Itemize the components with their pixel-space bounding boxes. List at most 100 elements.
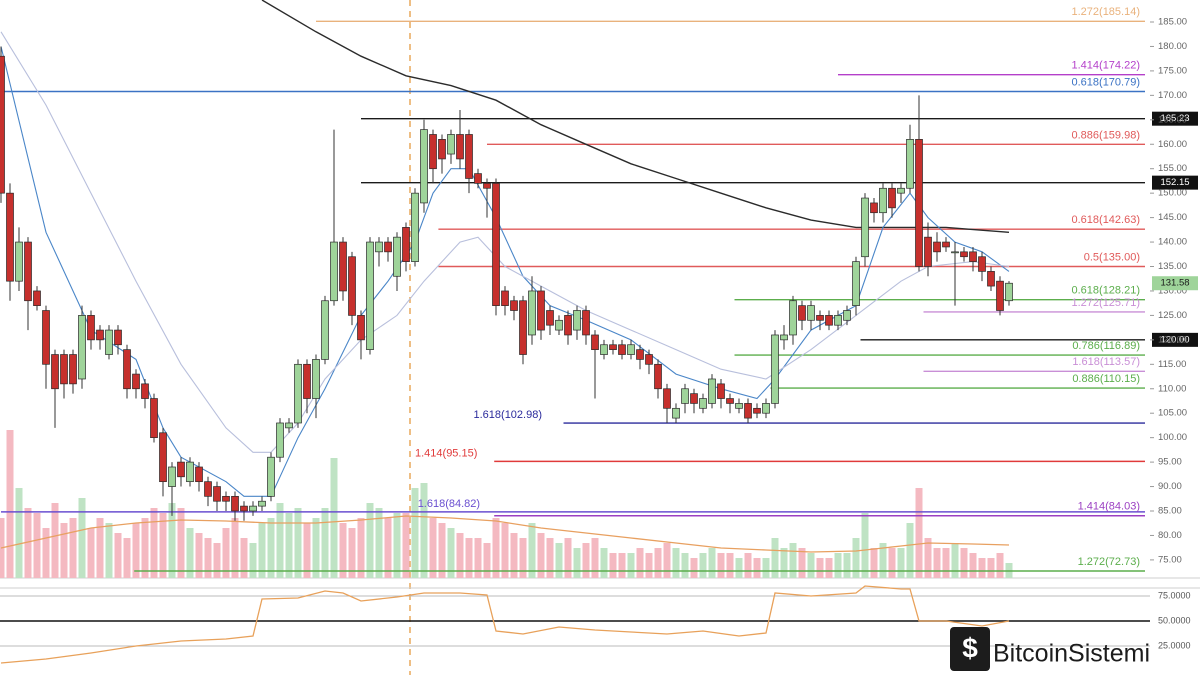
volume-bar — [42, 528, 50, 578]
y-tick-label: 120.00 — [1158, 334, 1187, 345]
volume-bar — [501, 523, 509, 578]
candle-body — [870, 202, 878, 214]
candle-body — [33, 290, 41, 306]
level-label: 0.786(116.89) — [1072, 340, 1140, 352]
candle-body — [348, 256, 356, 316]
candle-body — [294, 363, 302, 424]
volume-bar — [582, 543, 590, 578]
volume-bar — [960, 548, 968, 578]
candle-body — [384, 241, 392, 253]
volume-bar — [843, 553, 851, 578]
candle-body — [690, 393, 698, 404]
volume-bar — [780, 548, 788, 578]
volume-bar — [15, 488, 23, 578]
candle-body — [114, 329, 122, 346]
volume-bar — [609, 553, 617, 578]
rsi-tick-label: 50.0000 — [1158, 615, 1191, 625]
candle-body — [258, 500, 266, 507]
volume-bar — [186, 528, 194, 578]
candle-body — [915, 139, 923, 267]
candle-body — [753, 407, 761, 414]
price-box-label: 152.15 — [1160, 177, 1189, 188]
y-tick-label: 115.00 — [1158, 359, 1186, 370]
candle-body — [897, 187, 905, 194]
volume-bar — [708, 548, 716, 578]
volume-bar — [897, 548, 905, 578]
rsi-tick-label: 75.0000 — [1158, 590, 1191, 600]
candle-body — [177, 461, 185, 478]
level-label: 0.618(170.79) — [1072, 76, 1141, 88]
candle-body — [987, 271, 995, 287]
volume-bar — [105, 523, 113, 578]
candle-body — [69, 354, 77, 385]
volume-bar — [762, 558, 770, 578]
volume-bar — [438, 523, 446, 578]
candle-body — [204, 481, 212, 497]
volume-bar — [177, 508, 185, 578]
y-tick-label: 85.00 — [1158, 506, 1182, 517]
volume-bar — [96, 518, 104, 578]
volume-bar — [141, 518, 149, 578]
volume-bar — [60, 523, 68, 578]
candle-body — [339, 241, 347, 292]
candle-body — [672, 407, 680, 419]
volume-bar — [654, 548, 662, 578]
level-label: 1.618(84.82) — [418, 498, 480, 510]
y-tick-label: 185.00 — [1158, 17, 1187, 28]
candle-body — [78, 315, 86, 380]
volume-bar — [411, 488, 419, 578]
candle-body — [762, 403, 770, 414]
level-label: 0.618(128.21) — [1072, 285, 1141, 297]
volume-bar — [285, 513, 293, 578]
volume-bar — [564, 538, 572, 578]
price-box — [1152, 111, 1198, 126]
volume-bar — [888, 548, 896, 578]
volume-bar — [213, 543, 221, 578]
level-label: 1.414(84.03) — [1078, 501, 1140, 513]
candle-body — [429, 134, 437, 170]
volume-bar — [330, 458, 338, 578]
volume-bar — [402, 513, 410, 578]
candle-body — [600, 344, 608, 355]
level-label: 1.414(174.22) — [1072, 60, 1141, 72]
moving-average — [261, 0, 1010, 233]
candle-body — [789, 300, 797, 336]
volume-bar — [69, 518, 77, 578]
candle-body — [780, 334, 788, 341]
volume-bar — [294, 508, 302, 578]
volume-bar — [915, 488, 923, 578]
candle-body — [510, 300, 518, 311]
candle-body — [537, 290, 545, 331]
current-price-label: 131.58 — [1160, 278, 1189, 289]
candle-body — [573, 310, 581, 331]
volume-bar — [726, 553, 734, 578]
candle-body — [816, 315, 824, 321]
candle-body — [924, 236, 932, 267]
candle-body — [978, 256, 986, 272]
volume-bar — [375, 508, 383, 578]
volume-bar — [384, 518, 392, 578]
y-tick-label: 140.00 — [1158, 237, 1187, 248]
volume-bar — [537, 533, 545, 578]
y-tick-label: 170.00 — [1158, 90, 1187, 101]
candle-body — [942, 241, 950, 248]
candle-body — [15, 241, 23, 282]
rsi-tick-label: 25.0000 — [1158, 640, 1191, 650]
candle-body — [645, 354, 653, 365]
y-tick-label: 155.00 — [1158, 163, 1187, 174]
volume-bar — [474, 538, 482, 578]
volume-bar — [24, 508, 32, 578]
candle-body — [375, 241, 383, 253]
candle-body — [933, 241, 941, 253]
volume-bar — [510, 533, 518, 578]
candle-body — [42, 310, 50, 365]
volume-bar — [78, 498, 86, 578]
candle-body — [285, 422, 293, 429]
candle-body — [519, 300, 527, 355]
volume-bar — [267, 518, 275, 578]
volume-bar — [816, 558, 824, 578]
candle-body — [618, 344, 626, 355]
volume-bar — [735, 558, 743, 578]
volume-bar — [132, 523, 140, 578]
